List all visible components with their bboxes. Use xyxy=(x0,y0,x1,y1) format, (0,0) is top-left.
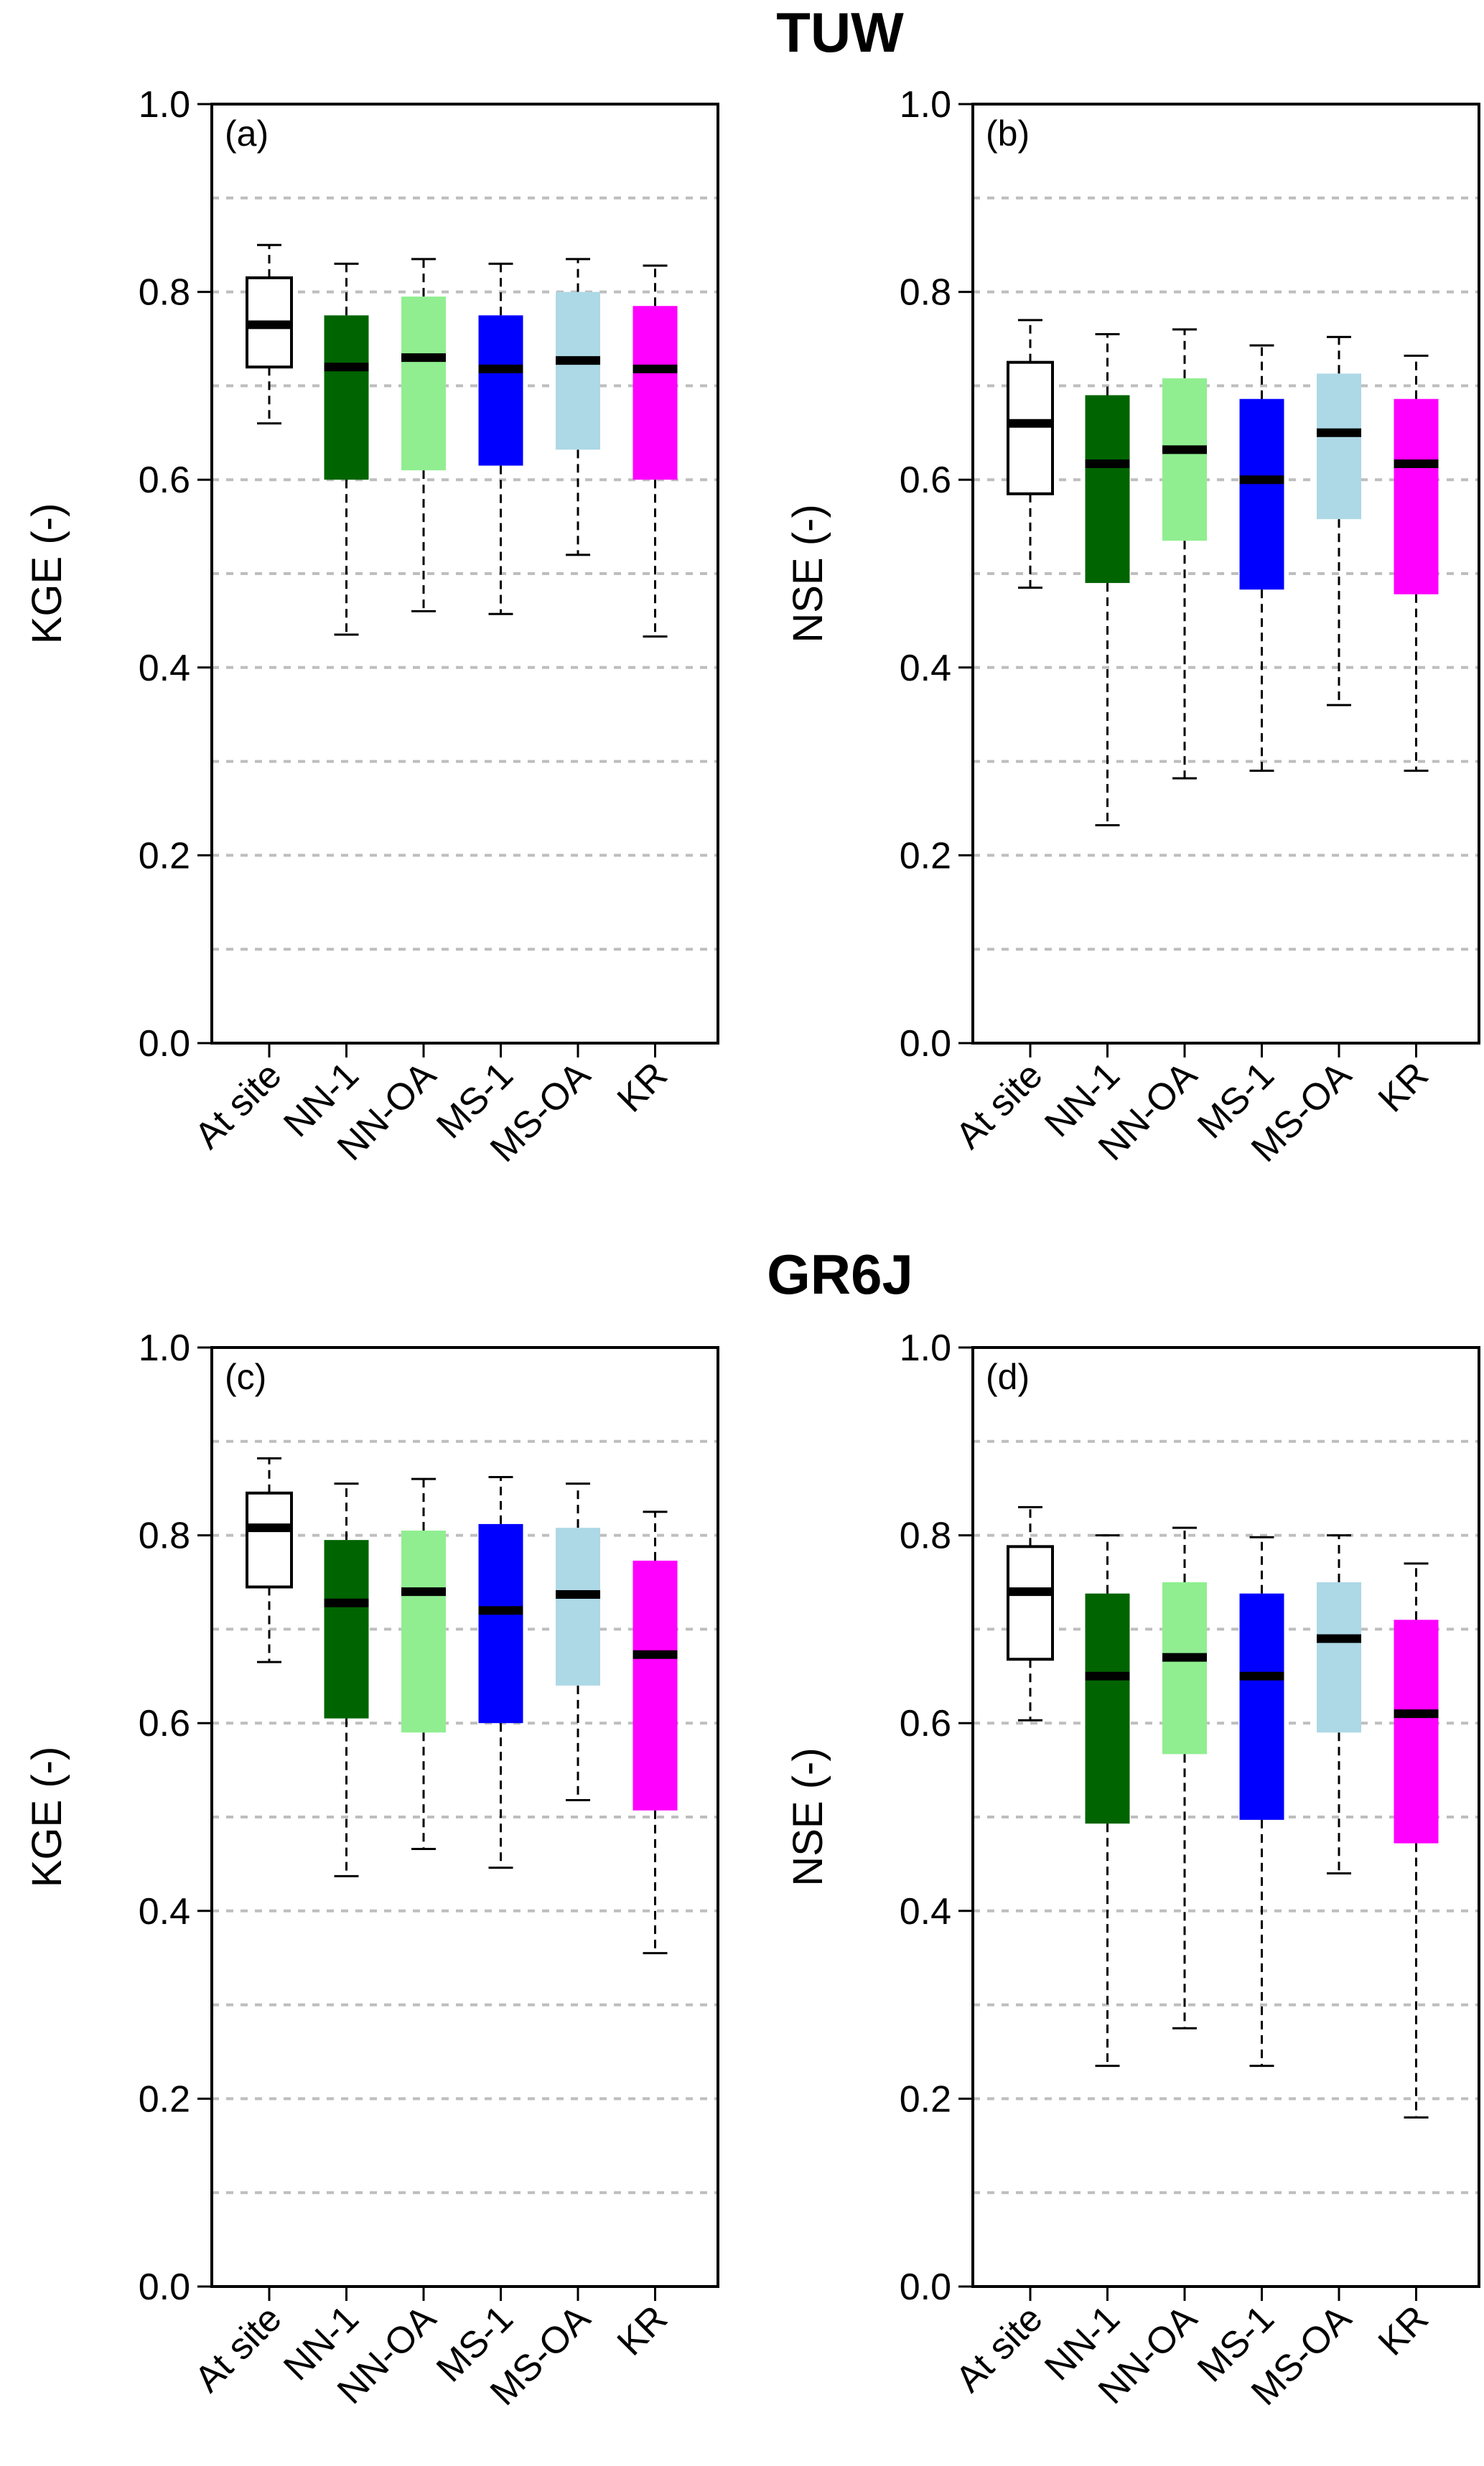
x-tick-label: KR xyxy=(1371,1054,1437,1120)
y-axis-label: KGE (-) xyxy=(24,1747,70,1888)
x-tick-label: At site xyxy=(948,1054,1050,1157)
box-nn-1: NN-1 xyxy=(1037,1534,1130,2388)
box-at-site: At site xyxy=(948,1505,1054,2401)
box-nn-1: NN-1 xyxy=(276,1482,369,2388)
box-iqr xyxy=(401,1531,446,1733)
box-at-site: At site xyxy=(187,243,293,1157)
y-tick-label: 1.0 xyxy=(900,1327,951,1369)
box-iqr xyxy=(1085,395,1130,584)
y-tick-label: 0.6 xyxy=(900,459,951,501)
panel-label: (b) xyxy=(986,113,1030,154)
box-kr: KR xyxy=(1371,355,1439,1121)
box-iqr xyxy=(324,1540,369,1719)
y-tick-label: 1.0 xyxy=(139,84,190,126)
x-tick-label: At site xyxy=(948,2297,1050,2400)
x-tick-label: KR xyxy=(1371,2297,1437,2363)
box-iqr xyxy=(1162,378,1207,541)
x-tick-label: At site xyxy=(187,1054,289,1157)
box-iqr xyxy=(1085,1593,1130,1824)
box-iqr xyxy=(1317,373,1361,520)
y-tick-label: 0.8 xyxy=(139,272,190,314)
y-tick-label: 0.6 xyxy=(900,1703,951,1745)
box-iqr xyxy=(1317,1582,1361,1733)
box-iqr xyxy=(478,315,523,466)
panel-label: (a) xyxy=(225,113,269,154)
y-tick-label: 0.6 xyxy=(139,1703,190,1745)
box-iqr xyxy=(633,306,678,480)
box-iqr xyxy=(556,291,600,450)
panel-label: (c) xyxy=(225,1357,266,1397)
box-kr: KR xyxy=(610,1510,678,2364)
y-axis-label: KGE (-) xyxy=(24,503,70,645)
box-at-site: At site xyxy=(948,319,1054,1157)
panel-label: (d) xyxy=(986,1357,1030,1397)
y-tick-label: 0.0 xyxy=(139,2266,190,2308)
plot-frame xyxy=(210,1346,719,2288)
plot-frame xyxy=(210,103,719,1045)
y-tick-label: 0.4 xyxy=(900,648,951,689)
box-iqr xyxy=(1007,360,1054,495)
y-tick-label: 0.2 xyxy=(139,2078,190,2120)
box-kr: KR xyxy=(610,264,678,1121)
section-title-tuw: TUW xyxy=(776,1,904,64)
y-axis-label: NSE (-) xyxy=(785,1747,831,1886)
y-tick-label: 0.2 xyxy=(900,835,951,877)
y-tick-label: 0.0 xyxy=(900,2266,951,2308)
y-tick-label: 0.6 xyxy=(139,459,190,501)
box-at-site: At site xyxy=(187,1457,293,2401)
box-iqr xyxy=(1007,1545,1054,1661)
x-tick-label: At site xyxy=(187,2297,289,2400)
y-tick-label: 0.2 xyxy=(139,835,190,877)
box-iqr xyxy=(1239,398,1284,590)
x-tick-label: KR xyxy=(610,1054,676,1120)
y-tick-label: 0.4 xyxy=(139,1891,190,1933)
box-iqr xyxy=(1394,1620,1439,1844)
y-tick-label: 0.4 xyxy=(139,648,190,689)
y-axis-label: NSE (-) xyxy=(785,504,831,643)
box-iqr xyxy=(478,1523,523,1724)
box-nn-1: NN-1 xyxy=(276,262,369,1145)
y-tick-label: 0.4 xyxy=(900,1891,951,1933)
y-tick-label: 0.8 xyxy=(900,272,951,314)
y-tick-label: 0.0 xyxy=(139,1023,190,1065)
y-tick-label: 0.8 xyxy=(900,1515,951,1557)
box-iqr xyxy=(633,1560,678,1811)
y-tick-label: 1.0 xyxy=(139,1327,190,1369)
y-tick-label: 0.2 xyxy=(900,2078,951,2120)
box-iqr xyxy=(324,315,369,480)
box-iqr xyxy=(401,296,446,471)
box-iqr xyxy=(246,1491,293,1589)
section-title-gr6j: GR6J xyxy=(767,1243,913,1306)
box-iqr xyxy=(1394,398,1439,594)
box-iqr xyxy=(1162,1582,1207,1755)
y-tick-label: 0.8 xyxy=(139,1515,190,1557)
plot-frame xyxy=(971,1346,1480,2288)
y-tick-label: 1.0 xyxy=(900,84,951,126)
box-iqr xyxy=(556,1528,600,1686)
x-tick-label: KR xyxy=(610,2297,676,2363)
y-tick-label: 0.0 xyxy=(900,1023,951,1065)
box-kr: KR xyxy=(1371,1562,1439,2364)
box-iqr xyxy=(1239,1593,1284,1820)
plot-frame xyxy=(971,103,1480,1045)
